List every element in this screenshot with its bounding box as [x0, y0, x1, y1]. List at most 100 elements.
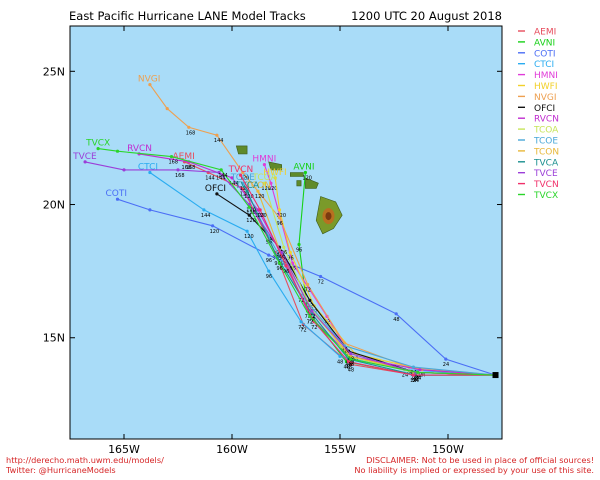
forecast-hour-label: 120 — [244, 194, 254, 200]
track-point — [282, 245, 286, 249]
forecast-hour-label: 72 — [307, 319, 313, 325]
track-end-label: COTI — [106, 189, 128, 199]
track-point — [148, 170, 152, 175]
forecast-hour-label: 96 — [277, 266, 283, 272]
model-tracks: 24487296120144168AEMI24487296120AVNI2448… — [72, 75, 496, 384]
track-point — [187, 125, 191, 129]
track-point — [308, 298, 312, 302]
forecast-hour-label: 120 — [210, 229, 220, 235]
track-end-label: TVCX — [85, 139, 110, 149]
island-maui — [305, 177, 319, 189]
legend-entry-tvca: TVCA — [518, 158, 559, 168]
track-point — [96, 147, 100, 151]
legend-entry-hwfi: HWFI — [518, 82, 558, 92]
track-point — [230, 176, 234, 180]
legend-label: NVGI — [534, 93, 557, 103]
track-end-label: AEMI — [173, 152, 195, 162]
track-point — [256, 208, 260, 212]
track-point — [241, 170, 245, 175]
forecast-hour-label: 144 — [218, 173, 228, 179]
forecast-hour-label: 96 — [290, 266, 296, 272]
track-point — [303, 170, 307, 175]
forecast-hour-label: 168 — [186, 165, 196, 171]
track-point — [299, 320, 303, 324]
track-point — [310, 309, 314, 313]
track-point — [273, 176, 277, 180]
forecast-hour-label: 144 — [229, 181, 239, 187]
legend-entry-tcoa: TCOA — [518, 126, 559, 136]
track-point — [122, 168, 126, 172]
legend-label: HMNI — [534, 71, 558, 81]
forecast-hour-label: 72 — [300, 327, 306, 333]
forecast-hour-label: 48 — [344, 365, 350, 371]
track-point — [280, 250, 284, 255]
forecast-hour-label: 120 — [257, 213, 267, 219]
track-point — [284, 264, 288, 268]
footer-liability: No liability is implied or expressed by … — [354, 465, 594, 475]
y-tick-label: 15N — [43, 332, 65, 345]
forecast-hour-label: 48 — [341, 349, 347, 355]
track-point — [267, 269, 271, 273]
track-point — [306, 282, 310, 287]
track-point — [267, 253, 271, 257]
legend-label: RVCN — [534, 115, 559, 125]
legend-entry-avni: AVNI — [518, 38, 555, 48]
forecast-hour-label: 96 — [287, 256, 293, 262]
track-point — [277, 208, 282, 212]
forecast-hour-label: 96 — [296, 248, 302, 254]
forecast-hour-label: 48 — [348, 362, 354, 368]
forecast-hour-label: 24 — [410, 370, 416, 376]
forecast-hour-label: 120 — [246, 218, 256, 224]
legend-label: AVNI — [534, 38, 555, 48]
track-end-label: RVCN — [127, 144, 152, 154]
track-point — [202, 208, 206, 212]
forecast-hour-label: 24 — [413, 375, 419, 381]
island-molokai — [289, 172, 304, 177]
track-point — [444, 357, 448, 361]
legend-label: TCOA — [533, 126, 559, 136]
forecast-hour-label: 120 — [261, 186, 271, 192]
track-point — [215, 192, 219, 196]
track-point — [83, 160, 87, 164]
track-point — [411, 373, 415, 377]
y-tick-label: 20N — [43, 199, 65, 212]
track-end-label: TCOA — [251, 173, 277, 183]
forecast-hour-label: 24 — [402, 373, 408, 379]
forecast-hour-label: 48 — [346, 362, 352, 368]
track-point — [308, 314, 312, 318]
track-line-tvcx — [98, 148, 496, 376]
forecast-hour-label: 144 — [216, 176, 226, 182]
legend-entry-tvcx: TVCX — [518, 191, 558, 201]
track-point — [288, 250, 292, 255]
storm-position-marker — [492, 372, 499, 379]
footer-url: http://derecho.math.uwm.edu/models/ — [6, 455, 164, 465]
legend-label: TVCX — [533, 191, 558, 201]
chart-subtitle: 1200 UTC 20 August 2018 — [351, 9, 502, 23]
track-point — [297, 242, 301, 247]
track-end-label: NVGI — [138, 75, 161, 85]
legend-entry-tvcn: TVCN — [518, 180, 559, 190]
forecast-hour-label: 144 — [214, 138, 224, 144]
forecast-hour-label: 96 — [266, 258, 272, 264]
forecast-hour-label: 120 — [244, 234, 254, 240]
forecast-hour-label: 96 — [266, 274, 272, 280]
track-point — [349, 352, 353, 356]
forecast-hour-label: 72 — [307, 319, 313, 325]
track-point — [169, 155, 174, 159]
legend-label: AEMI — [534, 28, 556, 38]
forecast-hour-label: 120 — [240, 192, 250, 198]
forecast-hour-label: 72 — [298, 325, 304, 331]
forecast-hour-label: 96 — [274, 261, 280, 267]
forecast-hour-label: 168 — [175, 173, 185, 179]
forecast-hour-label: 24 — [413, 375, 419, 381]
forecast-hour-label: 24 — [410, 378, 416, 384]
forecast-hour-label: 24 — [417, 373, 423, 379]
y-tick-label: 25N — [43, 65, 65, 78]
island-oahu — [268, 161, 283, 171]
forecast-hour-label: 48 — [348, 367, 354, 373]
forecast-hour-label: 48 — [393, 317, 399, 323]
track-point — [349, 354, 353, 358]
